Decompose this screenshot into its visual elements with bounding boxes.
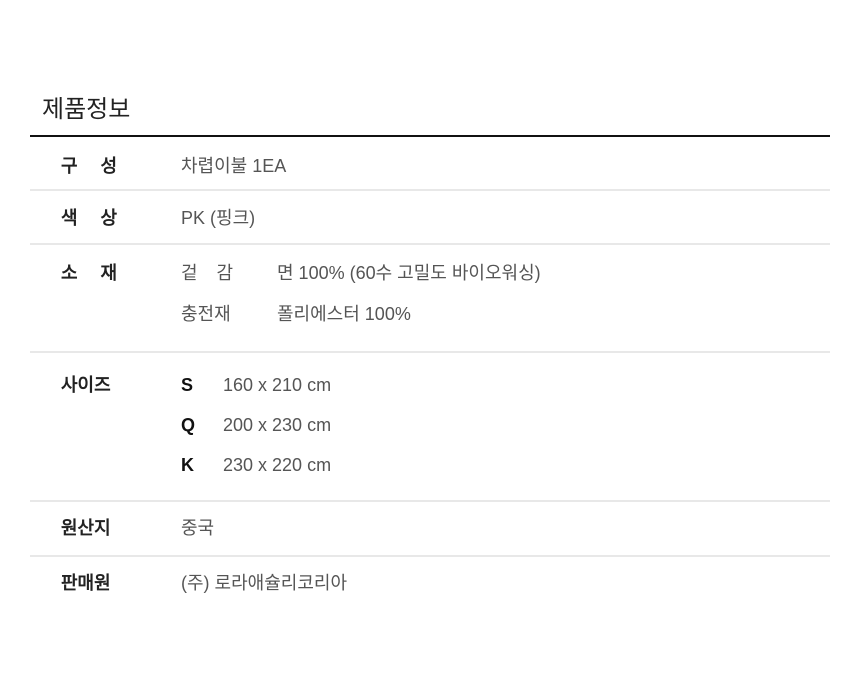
composition-value: 차렵이불 1EA — [181, 156, 287, 176]
size-code: S — [181, 375, 194, 395]
row-divider — [30, 189, 830, 191]
size-item: K 230 x 220 cm — [181, 453, 331, 477]
row-divider — [30, 500, 830, 502]
outer-value: 면 100% (60수 고밀도 바이오워싱) — [277, 263, 541, 283]
filling-label: 충전재 — [181, 304, 231, 324]
material-label: 소 재 — [61, 263, 118, 283]
seller-value: (주) 로라애슐리코리아 — [181, 573, 348, 593]
size-label: 사이즈 — [61, 375, 111, 395]
color-value: PK (핑크) — [181, 208, 256, 228]
row-divider — [30, 243, 830, 245]
size-item: Q 200 x 230 cm — [181, 413, 331, 437]
section-title: 제품정보 — [42, 96, 131, 123]
row-divider — [30, 555, 830, 557]
composition-label: 구 성 — [61, 156, 118, 176]
seller-label: 판매원 — [61, 573, 111, 593]
size-dim: 160 x 210 cm — [223, 375, 332, 395]
origin-label: 원산지 — [61, 518, 111, 538]
origin-value: 중국 — [181, 518, 215, 538]
row-divider — [30, 351, 830, 353]
size-dim: 200 x 230 cm — [223, 415, 332, 435]
size-code: K — [181, 455, 194, 475]
material-filling: 충전재 폴리에스터 100% — [181, 302, 411, 326]
color-label: 색 상 — [61, 208, 118, 228]
filling-value: 폴리에스터 100% — [277, 304, 411, 324]
size-code: Q — [181, 415, 196, 435]
material-outer: 겉 감 면 100% (60수 고밀도 바이오워싱) — [181, 261, 541, 285]
outer-label: 겉 감 — [181, 263, 234, 283]
size-dim: 230 x 220 cm — [223, 455, 332, 475]
title-divider — [30, 135, 830, 137]
size-item: S 160 x 210 cm — [181, 373, 331, 397]
